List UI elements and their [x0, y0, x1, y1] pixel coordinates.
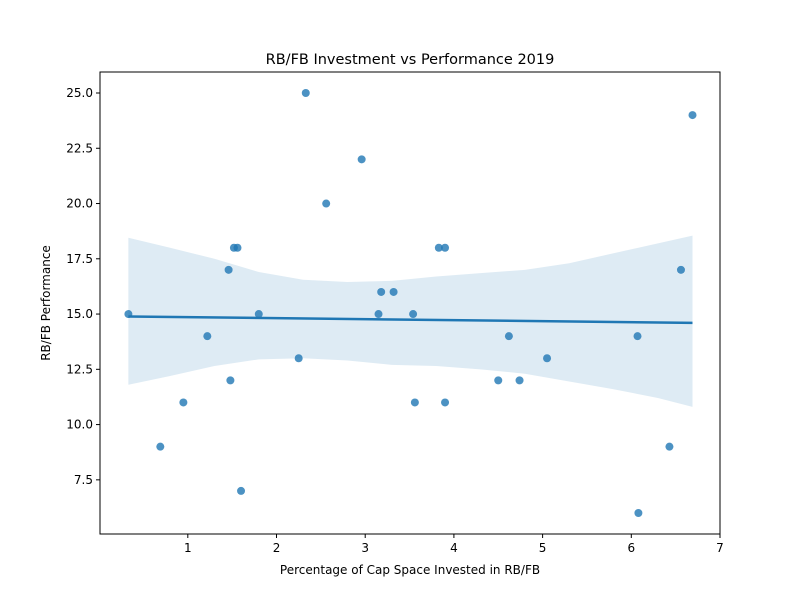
scatter-point — [543, 354, 552, 363]
scatter-point — [634, 509, 643, 517]
scatter-point — [515, 376, 524, 385]
x-tick-label: 7 — [716, 541, 724, 555]
scatter-point — [633, 332, 642, 341]
plot-area — [124, 89, 697, 517]
scatter-point — [233, 243, 242, 252]
scatter-point — [254, 310, 263, 319]
scatter-point — [374, 310, 383, 319]
scatter-point — [179, 398, 188, 407]
x-axis-label: Percentage of Cap Space Invested in RB/F… — [280, 563, 540, 577]
confidence-band — [128, 235, 693, 407]
scatter-point — [441, 243, 450, 252]
scatter-point — [294, 354, 303, 363]
scatter-point — [156, 442, 165, 451]
plot-frame — [99, 71, 721, 535]
scatter-point — [357, 155, 366, 164]
scatter-point — [389, 287, 398, 296]
scatter-point — [409, 310, 418, 319]
y-tick-label: 25.0 — [66, 86, 93, 100]
scatter-point — [441, 398, 450, 407]
y-tick-label: 7.5 — [74, 473, 93, 487]
scatter-point — [322, 199, 331, 208]
x-axis: 1 2 3 4 5 6 7 — [184, 534, 724, 555]
x-tick-label: 6 — [627, 541, 635, 555]
y-axis-label: RB/FB Performance — [39, 245, 53, 361]
scatter-point — [237, 486, 246, 495]
chart-title: RB/FB Investment vs Performance 2019 — [266, 52, 555, 68]
scatter-point — [676, 265, 685, 274]
scatter-point — [504, 332, 513, 341]
scatter-point — [688, 111, 697, 120]
scatter-point — [494, 376, 503, 385]
y-tick-label: 12.5 — [66, 362, 93, 376]
y-tick-label: 17.5 — [66, 252, 93, 266]
scatter-point — [665, 442, 674, 451]
x-tick-label: 4 — [450, 541, 458, 555]
scatter-point — [377, 287, 386, 296]
x-tick-label: 1 — [184, 541, 192, 555]
scatter-point — [203, 332, 212, 341]
x-tick-label: 2 — [273, 541, 281, 555]
scatter-point — [226, 376, 235, 385]
y-tick-label: 15.0 — [66, 307, 93, 321]
scatter-point — [224, 265, 233, 274]
scatter-point — [410, 398, 419, 407]
y-tick-label: 10.0 — [66, 418, 93, 432]
scatter-point — [434, 243, 443, 252]
x-tick-label: 5 — [539, 541, 547, 555]
y-tick-label: 20.0 — [66, 197, 93, 211]
y-tick-label: 22.5 — [66, 141, 93, 155]
scatter-point — [301, 89, 310, 97]
regression-line — [128, 315, 693, 325]
x-tick-label: 3 — [361, 541, 369, 555]
y-axis: 7.5 10.0 12.5 15.0 17.5 20.0 22.5 25.0 — [66, 86, 100, 487]
